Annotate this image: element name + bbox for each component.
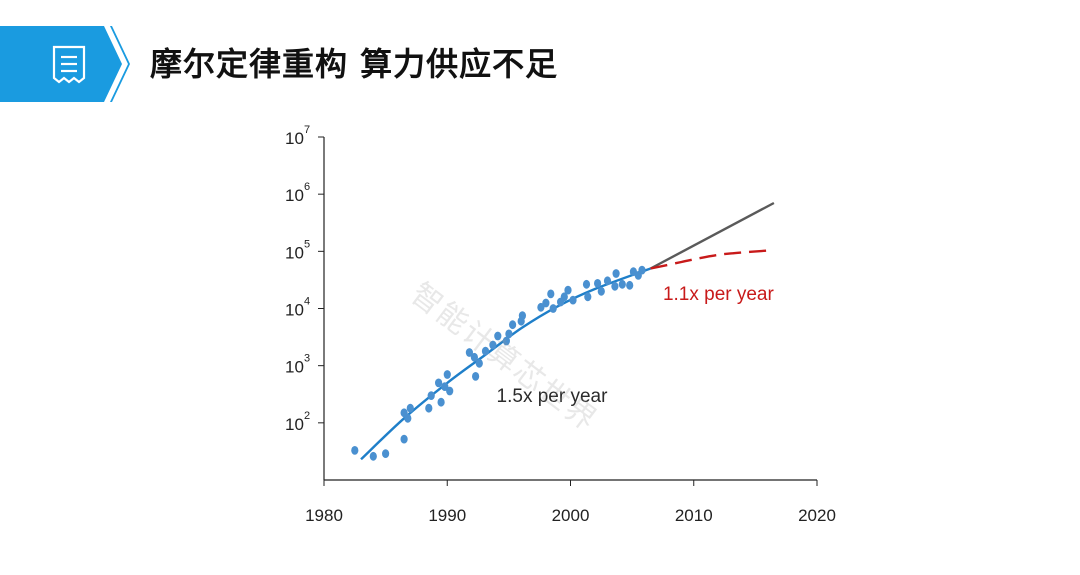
slowdown-curve-1.1x [650, 248, 774, 270]
data-point [569, 295, 577, 305]
y-tick-label: 10 2 [285, 410, 310, 434]
y-tick-label: 10 3 [285, 353, 310, 377]
data-point [427, 391, 435, 400]
data-point [584, 292, 592, 302]
data-point [472, 372, 480, 381]
data-point [505, 329, 513, 339]
data-point [537, 302, 545, 312]
data-point [382, 449, 390, 458]
data-point [481, 346, 490, 356]
y-tick-exponent: 5 [304, 238, 310, 250]
data-point [618, 279, 626, 289]
x-tick-label: 2000 [552, 506, 590, 525]
y-tick-base: 10 [285, 415, 304, 434]
annotation-label: 1.5x per year [497, 386, 609, 407]
y-tick-base: 10 [285, 358, 304, 377]
data-point [518, 311, 527, 320]
data-point [400, 434, 408, 444]
data-point [489, 340, 497, 350]
x-tick-label: 1980 [305, 506, 343, 525]
y-tick-exponent: 6 [304, 181, 310, 193]
data-point [470, 352, 478, 362]
data-point [560, 292, 568, 302]
data-point [611, 281, 619, 291]
data-point [404, 413, 412, 423]
data-point [508, 320, 517, 330]
projection-line [650, 201, 775, 270]
y-tick-exponent: 3 [304, 353, 310, 365]
data-point [351, 446, 359, 455]
y-tick-exponent: 2 [304, 410, 310, 422]
data-point [446, 386, 454, 396]
data-point [437, 397, 445, 407]
data-point [465, 348, 473, 357]
data-point [502, 336, 510, 346]
page-title: 摩尔定律重构 算力供应不足 [150, 45, 559, 83]
header-band [0, 26, 132, 102]
data-point [494, 331, 502, 341]
data-point [443, 370, 451, 379]
y-tick-label: 10 5 [285, 238, 310, 262]
data-point [369, 451, 377, 461]
data-point [582, 279, 591, 289]
data-point [564, 285, 572, 295]
y-tick-label: 10 6 [285, 181, 310, 205]
y-tick-exponent: 7 [304, 124, 310, 136]
data-point [547, 289, 555, 299]
y-tick-base: 10 [285, 129, 304, 148]
x-tick-label: 2010 [675, 506, 713, 525]
x-tick-label: 1990 [428, 506, 466, 525]
data-point [612, 269, 620, 278]
y-tick-exponent: 4 [304, 296, 310, 308]
data-point [542, 298, 550, 308]
data-point [638, 265, 646, 275]
data-point [597, 286, 605, 296]
y-tick-base: 10 [285, 243, 304, 262]
data-point [603, 276, 612, 286]
data-point [549, 304, 557, 313]
data-point [425, 403, 433, 413]
data-point [406, 403, 414, 413]
x-tick-label: 2020 [798, 506, 836, 525]
data-point [626, 280, 634, 290]
annotation-label: 1.1x per year [663, 284, 775, 305]
data-point [594, 279, 602, 288]
y-tick-label: 10 7 [285, 124, 310, 148]
y-tick-label: 10 4 [285, 296, 310, 320]
data-point [475, 358, 483, 368]
document-list-icon [52, 45, 86, 84]
y-tick-base: 10 [285, 301, 304, 320]
fit-curve-1.5x [360, 267, 652, 461]
data-point [435, 378, 443, 388]
y-tick-base: 10 [285, 186, 304, 205]
